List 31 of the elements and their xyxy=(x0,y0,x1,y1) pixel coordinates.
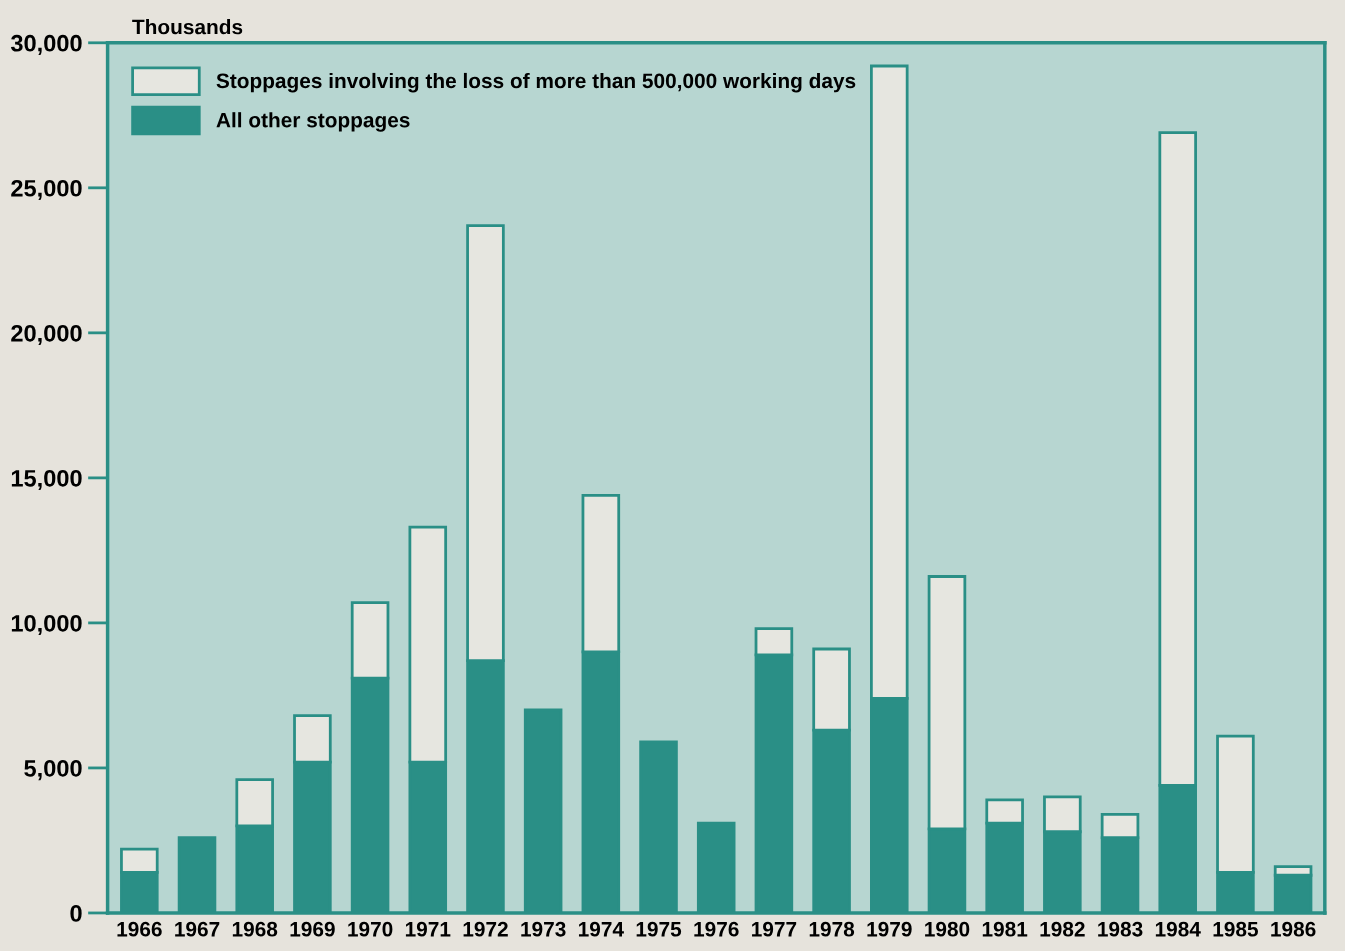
legend-label: All other stoppages xyxy=(216,112,410,132)
x-tick-label: 1986 xyxy=(1271,921,1316,937)
x-tick-label: 1978 xyxy=(809,921,855,937)
y-tick-label: 10,000 xyxy=(11,614,82,636)
x-tick-label: 1982 xyxy=(1040,921,1085,937)
x-tick-label: 1983 xyxy=(1098,921,1143,937)
x-tick-label: 1971 xyxy=(405,921,451,937)
y-tick-label: 0 xyxy=(70,905,82,922)
x-tick-label: 1979 xyxy=(867,921,912,937)
y-axis-title: Thousands xyxy=(132,19,243,35)
y-tick-label: 25,000 xyxy=(11,179,82,201)
x-tick-label: 1973 xyxy=(521,921,566,937)
x-tick-label: 1969 xyxy=(290,921,335,937)
x-tick-label: 1985 xyxy=(1213,921,1258,937)
x-tick-label: 1984 xyxy=(1155,921,1201,937)
x-tick-label: 1981 xyxy=(982,921,1028,937)
legend-label: Stoppages involving the loss of more than 500,000 working days xyxy=(216,72,856,93)
x-tick-label: 1980 xyxy=(925,921,970,937)
x-tick-label: 1977 xyxy=(752,921,797,937)
x-tick-label: 1967 xyxy=(175,921,220,937)
x-tick-label: 1966 xyxy=(117,921,162,937)
x-tick-label: 1976 xyxy=(694,921,739,937)
x-tick-label: 1970 xyxy=(348,921,393,937)
y-tick-label: 15,000 xyxy=(11,469,82,491)
x-tick-label: 1972 xyxy=(463,921,508,937)
x-tick-label: 1974 xyxy=(578,921,624,937)
y-tick-label: 20,000 xyxy=(11,324,82,346)
x-tick-label: 1968 xyxy=(232,921,278,937)
y-tick-label: 5,000 xyxy=(24,760,82,781)
x-tick-label: 1975 xyxy=(636,921,682,937)
y-tick-label: 30,000 xyxy=(10,34,82,56)
